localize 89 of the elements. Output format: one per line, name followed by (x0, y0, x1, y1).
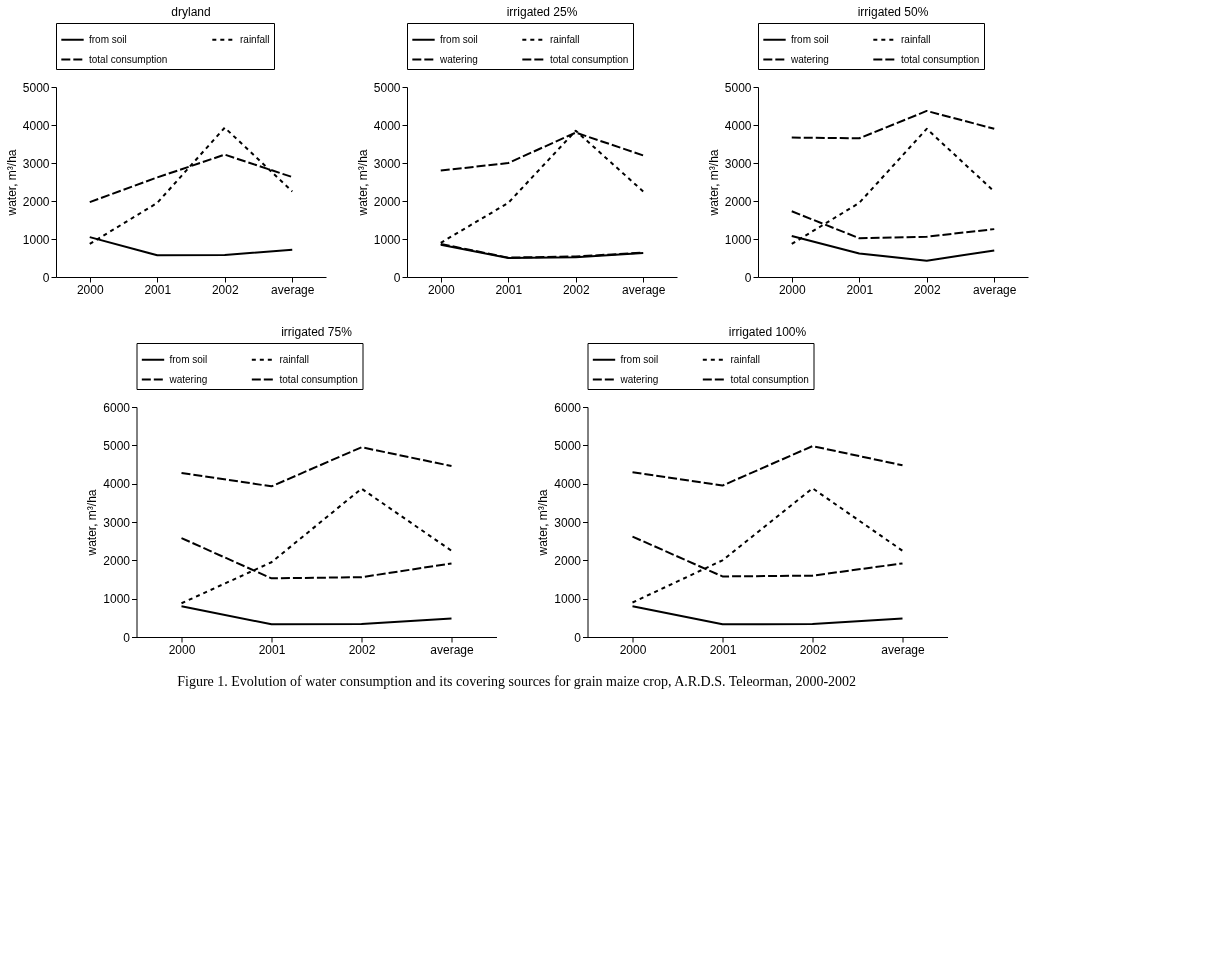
legend-label: rainfall (279, 353, 309, 365)
y-tick-label: 3000 (554, 515, 582, 530)
y-tick-label: 0 (744, 270, 752, 285)
line-series (180, 446, 453, 488)
y-axis-title: water, m³/ha (536, 489, 551, 557)
legend-label: total consumption (89, 53, 168, 65)
line-series (790, 109, 996, 140)
line-series (631, 487, 904, 604)
line-series (631, 445, 904, 487)
y-tick-label: 0 (574, 630, 582, 645)
x-tick-label: 2000 (619, 642, 647, 657)
legend-label: watering (168, 373, 208, 385)
y-axis-title: water, m³/ha (85, 489, 100, 557)
y-tick-label: 0 (123, 630, 131, 645)
legend-label: from soil (620, 353, 659, 365)
x-tick-label: average (622, 282, 666, 297)
chart-title: irrigated 75% (281, 324, 353, 339)
x-tick-label: 2002 (348, 642, 376, 657)
y-tick-label: 5000 (554, 438, 582, 453)
chart-title: dryland (171, 4, 211, 19)
line-series (180, 487, 453, 605)
legend-label: from soil (169, 353, 208, 365)
x-tick-label: 2002 (913, 282, 941, 297)
y-tick-label: 3000 (103, 515, 131, 530)
line-series (180, 605, 453, 626)
x-tick-label: 2000 (168, 642, 196, 657)
x-tick-label: average (430, 642, 474, 657)
y-axis-title: water, m³/ha (706, 149, 721, 217)
y-tick-label: 1000 (373, 232, 401, 247)
y-tick-label: 4000 (373, 118, 401, 133)
y-tick-label: 6000 (103, 400, 131, 415)
y-tick-label: 2000 (103, 553, 131, 568)
caption: Figure 1. Evolution of water consumption and its covering sources for grain maize crop, A.R.D.S. Teleorman, 2000-2002 (177, 674, 857, 689)
y-tick-label: 2000 (724, 194, 752, 209)
legend-label: rainfall (901, 33, 931, 45)
x-tick-label: 2001 (144, 282, 172, 297)
x-tick-label: 2000 (778, 282, 806, 297)
y-tick-label: 1000 (724, 232, 752, 247)
y-tick-label: 1000 (103, 592, 131, 607)
legend-label: rainfall (240, 33, 270, 45)
legend-label: rainfall (730, 353, 760, 365)
chart-title: irrigated 25% (506, 4, 578, 19)
x-tick-label: 2001 (495, 282, 523, 297)
x-tick-label: 2002 (562, 282, 590, 297)
y-tick-label: 2000 (22, 194, 50, 209)
legend-label: total consumption (730, 373, 809, 385)
y-tick-label: 1000 (554, 592, 582, 607)
legend-label: watering (439, 53, 478, 65)
y-tick-label: 4000 (22, 118, 50, 133)
x-tick-label: average (973, 282, 1017, 297)
y-tick-label: 3000 (724, 156, 752, 171)
y-tick-label: 4000 (103, 477, 131, 492)
x-tick-label: 2001 (258, 642, 286, 657)
legend-label: total consumption (279, 373, 358, 385)
y-tick-label: 2000 (373, 194, 401, 209)
legend-label: total consumption (550, 53, 629, 65)
x-tick-label: 2001 (846, 282, 874, 297)
legend-label: from soil (791, 33, 829, 45)
legend-label: from soil (89, 33, 127, 45)
x-tick-label: 2001 (709, 642, 737, 657)
legend-label: rainfall (550, 33, 580, 45)
y-tick-label: 1000 (22, 232, 50, 247)
y-tick-label: 5000 (22, 80, 50, 95)
y-tick-label: 3000 (22, 156, 50, 171)
x-tick-label: 2002 (211, 282, 239, 297)
x-tick-label: average (271, 282, 315, 297)
x-tick-label: 2000 (427, 282, 455, 297)
x-tick-label: 2000 (76, 282, 104, 297)
chart-title: irrigated 50% (857, 4, 929, 19)
y-tick-label: 5000 (724, 80, 752, 95)
y-tick-label: 5000 (373, 80, 401, 95)
y-tick-label: 0 (42, 270, 50, 285)
y-tick-label: 4000 (554, 477, 582, 492)
y-tick-label: 4000 (724, 118, 752, 133)
y-axis-title: water, m³/ha (4, 149, 19, 217)
y-tick-label: 0 (393, 270, 401, 285)
x-tick-label: 2002 (799, 642, 827, 657)
legend-label: watering (790, 53, 829, 65)
y-tick-label: 3000 (373, 156, 401, 171)
y-axis-title: water, m³/ha (355, 149, 370, 217)
legend-label: from soil (440, 33, 478, 45)
x-tick-label: average (881, 642, 925, 657)
legend-label: watering (619, 373, 659, 385)
legend-label: total consumption (901, 53, 980, 65)
chart-title: irrigated 100% (728, 324, 807, 339)
y-tick-label: 6000 (554, 400, 582, 415)
y-tick-label: 2000 (554, 553, 582, 568)
y-tick-label: 5000 (103, 438, 131, 453)
line-series (631, 605, 904, 626)
